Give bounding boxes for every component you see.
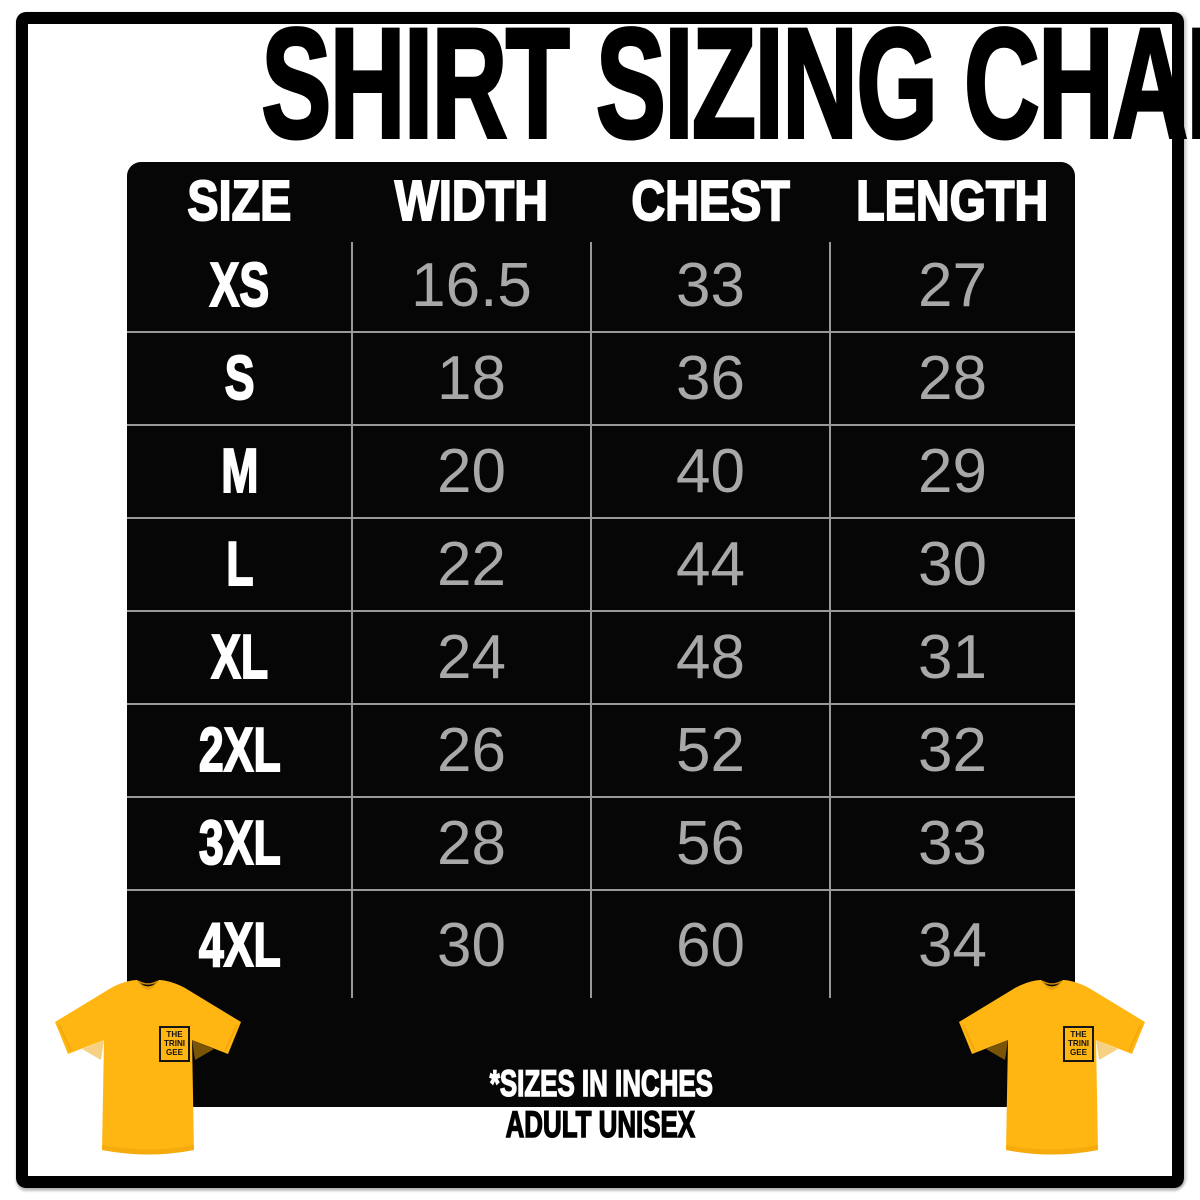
size-cell: 3XL [198, 808, 281, 878]
sizing-table-panel: SIZE WIDTH CHEST LENGTH XS 16.5 33 27 S … [127, 162, 1075, 1107]
table-row-m: M 20 40 29 [127, 426, 1075, 519]
chest-cell: 48 [676, 622, 745, 692]
width-cell: 24 [437, 622, 506, 692]
page-title: SHIRT SIZING CHART [0, 0, 1200, 171]
tshirt-sleeve-crease-left [986, 1040, 1008, 1060]
size-cell: 2XL [198, 715, 281, 785]
table-row-xl: XL 24 48 31 [127, 612, 1075, 705]
length-cell: 34 [918, 911, 987, 980]
note-sizes-in-inches: *SIZES IN INCHES [489, 1063, 713, 1104]
note-adult-unisex: ADULT UNISEX [505, 1104, 696, 1145]
chest-cell: 40 [676, 436, 745, 506]
tshirt-collar-line [137, 980, 159, 985]
size-cell: M [220, 436, 259, 506]
tshirt-body [55, 980, 241, 1155]
tshirt-sleeve-crease-right [1096, 1040, 1118, 1060]
width-cell: 22 [437, 529, 506, 599]
table-row-4xl: 4XL 30 60 34 [127, 891, 1075, 1001]
width-cell: 16.5 [411, 250, 532, 320]
tshirt-right-image: THE TRINI GEE [946, 978, 1158, 1170]
tshirt-hem-shadow [1006, 1145, 1098, 1155]
size-cell: XS [209, 250, 270, 320]
column-divider [351, 242, 353, 998]
size-cell: S [224, 343, 255, 413]
length-cell: 29 [918, 436, 987, 506]
size-cell: L [225, 529, 254, 599]
tshirt-collar [1041, 980, 1063, 990]
tshirt-collar-line [1041, 980, 1063, 985]
tshirt-collar [137, 980, 159, 990]
width-cell: 30 [437, 911, 506, 980]
width-cell: 28 [437, 808, 506, 878]
length-cell: 33 [918, 808, 987, 878]
header-size: SIZE [187, 168, 293, 233]
width-cell: 26 [437, 715, 506, 785]
tshirt-graphic [959, 980, 1145, 1155]
header-chest: CHEST [630, 168, 790, 233]
width-cell: 18 [437, 343, 506, 413]
length-cell: 27 [918, 250, 987, 320]
column-divider [590, 242, 592, 998]
chest-cell: 60 [676, 911, 745, 980]
chest-cell: 44 [676, 529, 745, 599]
brand-logo: THE TRINI GEE [1063, 1026, 1094, 1062]
tshirt-hem-shadow [102, 1145, 194, 1155]
table-row-l: L 22 44 30 [127, 519, 1075, 612]
table-row-s: S 18 36 28 [127, 333, 1075, 426]
chest-cell: 52 [676, 715, 745, 785]
header-width: WIDTH [394, 168, 549, 233]
chest-cell: 33 [676, 250, 745, 320]
size-cell: 4XL [198, 911, 281, 980]
length-cell: 28 [918, 343, 987, 413]
table-header-row: SIZE WIDTH CHEST LENGTH [127, 162, 1075, 240]
tshirt-left-image: THE TRINI GEE [42, 978, 254, 1170]
tshirt-sleeve-cuff-left [962, 1024, 976, 1052]
length-cell: 32 [918, 715, 987, 785]
page-title-text: SHIRT SIZING CHART [260, 0, 1200, 171]
width-cell: 20 [437, 436, 506, 506]
tshirt-graphic [55, 980, 241, 1155]
length-cell: 30 [918, 529, 987, 599]
table-row-2xl: 2XL 26 52 32 [127, 705, 1075, 798]
chest-cell: 56 [676, 808, 745, 878]
tshirt-sleeve-cuff-right [1128, 1024, 1142, 1052]
table-row-xs: XS 16.5 33 27 [127, 240, 1075, 333]
tshirt-body [959, 980, 1145, 1155]
column-divider [829, 242, 831, 998]
table-body: XS 16.5 33 27 S 18 36 28 M 20 40 29 L 22… [127, 240, 1075, 1001]
tshirt-sleeve-cuff-left [58, 1024, 72, 1052]
tshirt-sleeve-crease-right [192, 1040, 214, 1060]
table-row-3xl: 3XL 28 56 33 [127, 798, 1075, 891]
length-cell: 31 [918, 622, 987, 692]
tshirt-sleeve-cuff-right [224, 1024, 238, 1052]
size-cell: XL [210, 622, 269, 692]
brand-logo: THE TRINI GEE [159, 1026, 190, 1062]
header-length: LENGTH [856, 168, 1050, 233]
tshirt-sleeve-crease-left [82, 1040, 104, 1060]
chest-cell: 36 [676, 343, 745, 413]
outer-border-frame [16, 12, 1184, 1188]
